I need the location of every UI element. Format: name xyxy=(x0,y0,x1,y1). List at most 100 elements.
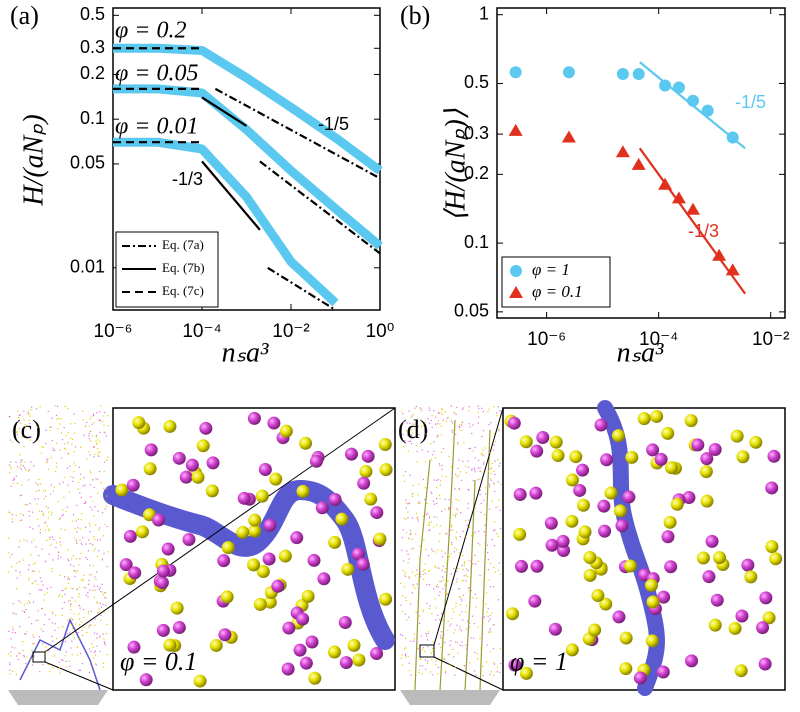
particle xyxy=(19,574,21,576)
particle xyxy=(101,559,104,561)
particle xyxy=(441,612,443,615)
particle xyxy=(182,533,196,547)
particle xyxy=(16,577,18,579)
particle xyxy=(460,479,463,481)
particle xyxy=(473,622,475,625)
particle xyxy=(90,496,92,498)
particle xyxy=(408,616,410,618)
particle xyxy=(46,525,48,527)
particle xyxy=(484,514,486,516)
particle xyxy=(68,600,70,602)
particle xyxy=(95,434,97,437)
particle xyxy=(403,446,405,448)
particle xyxy=(63,496,65,498)
particle xyxy=(45,429,47,431)
particle xyxy=(55,462,58,464)
particle xyxy=(471,563,473,565)
particle xyxy=(69,665,71,667)
particle xyxy=(54,614,57,616)
particle xyxy=(488,631,490,633)
particle xyxy=(767,449,781,463)
particle xyxy=(96,601,98,603)
particle xyxy=(193,674,207,688)
particle xyxy=(459,424,461,426)
particle xyxy=(665,461,679,475)
particle xyxy=(741,558,755,572)
particle xyxy=(536,430,550,444)
particle xyxy=(431,659,433,661)
particle xyxy=(415,405,417,408)
particle xyxy=(450,623,452,625)
particle xyxy=(127,640,141,654)
particle xyxy=(100,606,102,608)
particle xyxy=(29,526,31,528)
particle xyxy=(72,618,74,621)
particle xyxy=(172,451,186,465)
particle xyxy=(441,475,443,477)
particle xyxy=(619,631,633,645)
particle xyxy=(460,598,462,600)
particle xyxy=(442,639,445,641)
particle xyxy=(661,530,675,544)
particle xyxy=(106,623,108,626)
particle xyxy=(92,479,94,481)
particle xyxy=(88,579,90,581)
particle xyxy=(473,532,475,535)
particle xyxy=(454,516,457,518)
particle xyxy=(412,492,414,494)
particle xyxy=(100,590,102,593)
particle xyxy=(442,447,445,450)
particle xyxy=(16,562,18,564)
particle xyxy=(492,624,494,626)
particle xyxy=(95,524,97,526)
particle xyxy=(506,607,520,621)
particle xyxy=(101,591,104,593)
particle xyxy=(437,567,439,569)
particle xyxy=(469,447,471,450)
particle xyxy=(489,486,491,488)
particle xyxy=(401,610,403,612)
particle xyxy=(434,566,436,568)
particle xyxy=(450,665,452,667)
particle xyxy=(85,543,87,545)
particle xyxy=(75,539,78,541)
particle xyxy=(37,518,39,520)
particle xyxy=(51,635,53,638)
particle xyxy=(447,580,449,582)
particle xyxy=(51,570,53,572)
particle xyxy=(408,662,410,664)
particle xyxy=(29,601,31,604)
particle xyxy=(96,443,98,445)
particle xyxy=(444,592,446,594)
particle xyxy=(106,459,108,461)
particle xyxy=(529,486,543,500)
particle xyxy=(493,433,495,435)
particle xyxy=(89,589,91,591)
particle xyxy=(107,415,109,417)
particle xyxy=(79,624,81,626)
particle xyxy=(103,641,106,643)
particle xyxy=(59,541,61,543)
particle xyxy=(309,454,323,468)
particle xyxy=(708,618,722,632)
particle xyxy=(9,439,12,441)
particle xyxy=(98,588,100,590)
particle xyxy=(60,556,62,558)
particle xyxy=(426,583,428,586)
particle xyxy=(63,447,66,449)
particle xyxy=(45,651,48,653)
particle xyxy=(404,654,407,656)
particle xyxy=(458,426,461,429)
particle xyxy=(472,597,474,599)
particle xyxy=(92,646,94,648)
particle xyxy=(425,514,427,516)
particle xyxy=(10,485,12,487)
particle xyxy=(345,447,359,461)
particle xyxy=(60,544,62,546)
particle xyxy=(71,443,73,446)
particle xyxy=(473,467,475,469)
particle xyxy=(411,415,413,417)
particle xyxy=(456,513,458,515)
particle xyxy=(431,493,433,495)
particle xyxy=(11,518,13,520)
